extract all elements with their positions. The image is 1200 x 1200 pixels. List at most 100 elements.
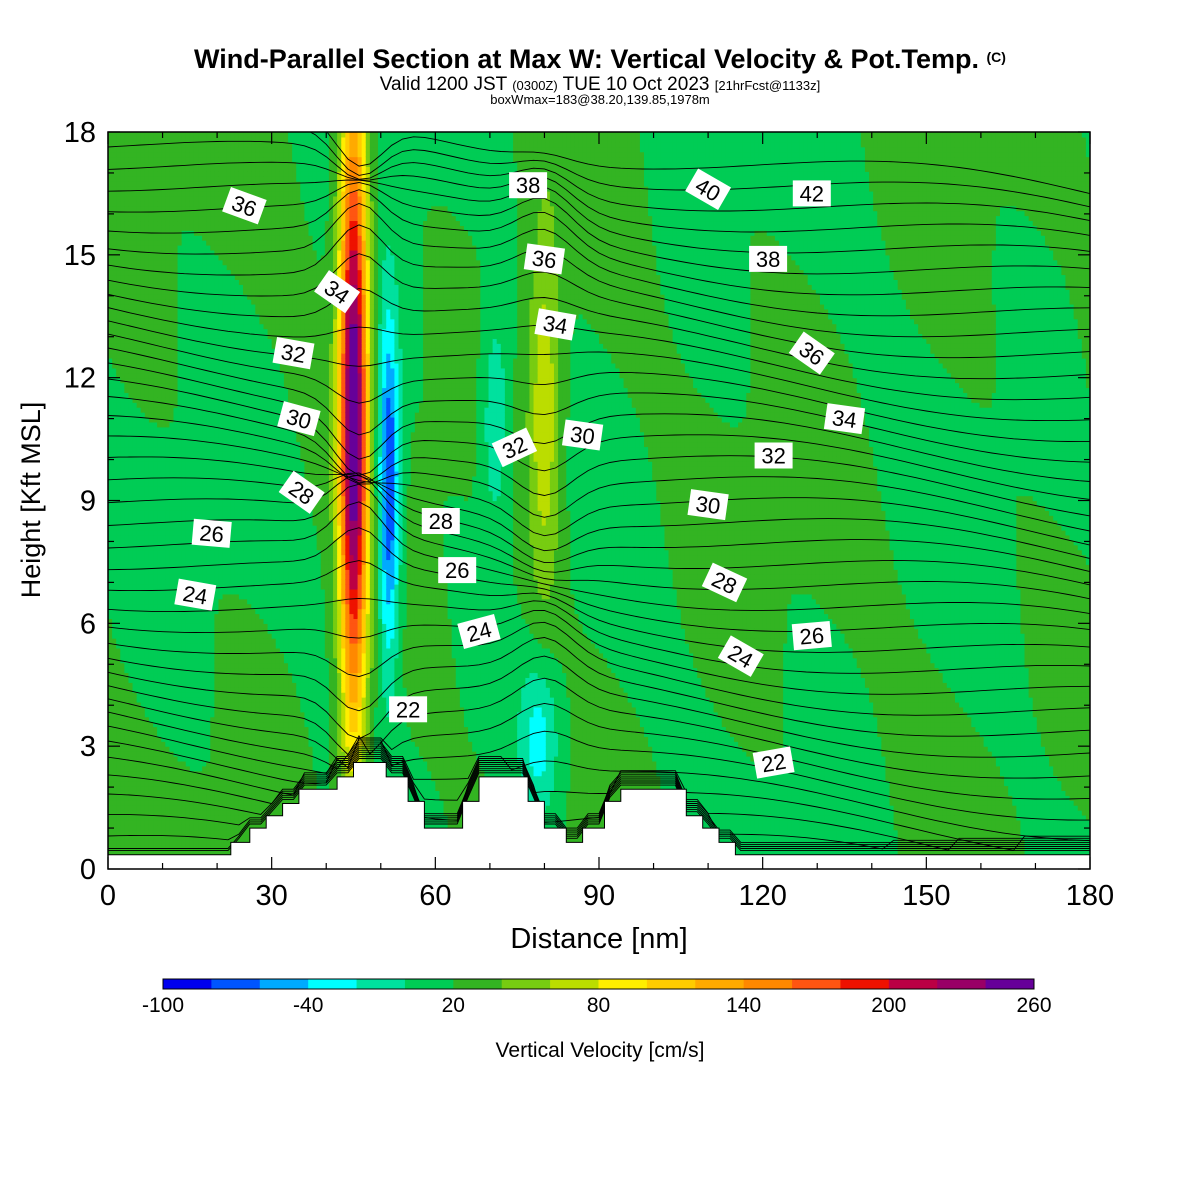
w-cell bbox=[141, 466, 146, 472]
w-cell bbox=[157, 687, 162, 693]
w-cell bbox=[206, 825, 211, 831]
w-cell bbox=[161, 240, 166, 246]
w-cell bbox=[112, 761, 117, 767]
w-cell bbox=[133, 574, 138, 580]
w-cell bbox=[137, 540, 142, 546]
w-cell bbox=[235, 569, 240, 575]
w-cell bbox=[133, 132, 138, 138]
w-cell bbox=[116, 840, 121, 846]
w-cell bbox=[210, 751, 215, 757]
w-cell bbox=[202, 299, 207, 305]
w-cell bbox=[190, 235, 195, 241]
w-cell bbox=[239, 564, 244, 570]
w-cell bbox=[149, 741, 154, 747]
w-cell bbox=[120, 525, 125, 531]
w-cell bbox=[186, 466, 191, 472]
w-cell bbox=[218, 289, 223, 295]
w-cell bbox=[206, 417, 211, 423]
w-cell bbox=[145, 260, 150, 266]
w-cell bbox=[120, 437, 125, 443]
w-cell bbox=[218, 348, 223, 354]
w-cell bbox=[157, 176, 162, 182]
w-cell bbox=[133, 437, 138, 443]
w-cell bbox=[223, 668, 228, 674]
w-cell bbox=[194, 304, 199, 310]
w-cell bbox=[149, 324, 154, 330]
w-cell bbox=[128, 589, 133, 595]
w-cell bbox=[214, 550, 219, 556]
w-cell bbox=[190, 265, 195, 271]
w-cell bbox=[128, 731, 133, 737]
w-cell bbox=[137, 333, 142, 339]
w-cell bbox=[214, 265, 219, 271]
w-cell bbox=[239, 304, 244, 310]
w-cell bbox=[190, 373, 195, 379]
w-cell bbox=[231, 324, 236, 330]
w-cell bbox=[218, 618, 223, 624]
w-cell bbox=[137, 569, 142, 575]
w-cell bbox=[206, 471, 211, 477]
w-cell bbox=[198, 677, 203, 683]
w-cell bbox=[133, 260, 138, 266]
w-cell bbox=[239, 589, 244, 595]
w-cell bbox=[116, 387, 121, 393]
w-cell bbox=[206, 235, 211, 241]
w-cell bbox=[182, 491, 187, 497]
w-cell bbox=[206, 790, 211, 796]
w-cell bbox=[120, 201, 125, 207]
w-cell bbox=[112, 658, 117, 664]
w-cell bbox=[231, 682, 236, 688]
w-cell bbox=[235, 279, 240, 285]
w-cell bbox=[198, 510, 203, 516]
w-cell bbox=[235, 383, 240, 389]
w-cell bbox=[194, 697, 199, 703]
w-cell bbox=[157, 265, 162, 271]
w-cell bbox=[120, 402, 125, 408]
w-cell bbox=[214, 756, 219, 762]
w-cell bbox=[120, 343, 125, 349]
w-cell bbox=[182, 481, 187, 487]
w-cell bbox=[202, 505, 207, 511]
w-cell bbox=[182, 510, 187, 516]
w-cell bbox=[153, 840, 158, 846]
w-cell bbox=[214, 284, 219, 290]
w-cell bbox=[153, 270, 158, 276]
w-cell bbox=[218, 496, 223, 502]
w-cell bbox=[157, 712, 162, 718]
w-cell bbox=[124, 235, 129, 241]
w-cell bbox=[165, 353, 170, 359]
w-cell bbox=[145, 840, 150, 846]
w-cell bbox=[173, 353, 178, 359]
w-cell bbox=[145, 333, 150, 339]
w-cell bbox=[120, 746, 125, 752]
w-cell bbox=[218, 486, 223, 492]
w-cell bbox=[153, 451, 158, 457]
w-cell bbox=[198, 294, 203, 300]
w-cell bbox=[112, 235, 117, 241]
w-cell bbox=[202, 653, 207, 659]
w-cell bbox=[116, 329, 121, 335]
w-cell bbox=[182, 805, 187, 811]
w-cell bbox=[153, 559, 158, 565]
w-cell bbox=[145, 181, 150, 187]
w-cell bbox=[194, 294, 199, 300]
w-cell bbox=[137, 250, 142, 256]
w-cell bbox=[231, 727, 236, 733]
w-cell bbox=[124, 274, 129, 280]
w-cell bbox=[178, 810, 183, 816]
w-cell bbox=[145, 638, 150, 644]
w-cell bbox=[157, 505, 162, 511]
w-cell bbox=[137, 279, 142, 285]
w-cell bbox=[133, 623, 138, 629]
w-cell bbox=[239, 373, 244, 379]
w-cell bbox=[223, 510, 228, 516]
w-cell bbox=[145, 653, 150, 659]
w-cell bbox=[198, 766, 203, 772]
w-cell bbox=[178, 658, 183, 664]
w-cell bbox=[124, 717, 129, 723]
w-cell bbox=[169, 702, 174, 708]
w-cell bbox=[190, 191, 195, 197]
w-cell bbox=[149, 736, 154, 742]
w-cell bbox=[202, 623, 207, 629]
w-cell bbox=[137, 785, 142, 791]
